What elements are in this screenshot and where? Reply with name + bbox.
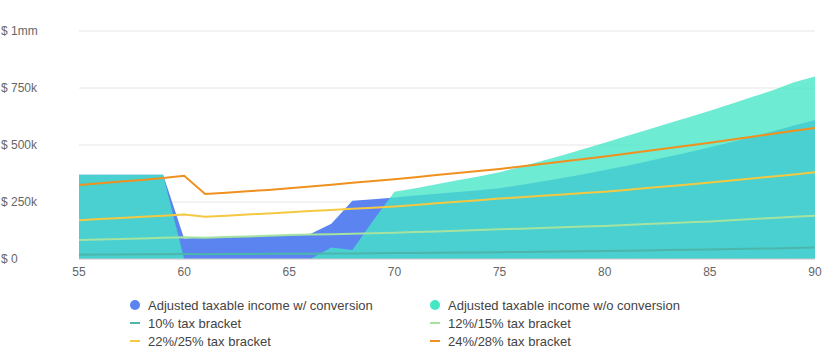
svg-text:70: 70 [388,265,402,279]
svg-text:85: 85 [703,265,717,279]
svg-text:90: 90 [808,265,822,279]
svg-text:60: 60 [177,265,191,279]
svg-text:$ 750k: $ 750k [8,81,38,95]
svg-text:$ 1mm: $ 1mm [8,24,38,38]
html-text:24%/28% tax bracket: 24%/28% tax bracket [448,333,571,349]
html-text:12%/15% tax bracket: 12%/15% tax bracket [448,315,571,331]
svg-text:75: 75 [493,265,507,279]
html-text:Adjusted taxable income w/ con: Adjusted taxable income w/ conversion [148,297,373,313]
svg-text:55: 55 [72,265,86,279]
svg-text:$ 250k: $ 250k [8,195,38,209]
svg-text:$ 0: $ 0 [8,252,18,266]
html-text:Adjusted taxable income w/o co: Adjusted taxable income w/o conversion [448,297,680,313]
svg-text:80: 80 [598,265,612,279]
svg-text:65: 65 [283,265,297,279]
html-text:10% tax bracket: 10% tax bracket [148,315,242,331]
html-text:22%/25% tax bracket: 22%/25% tax bracket [148,333,271,349]
svg-text:$ 500k: $ 500k [8,138,38,152]
